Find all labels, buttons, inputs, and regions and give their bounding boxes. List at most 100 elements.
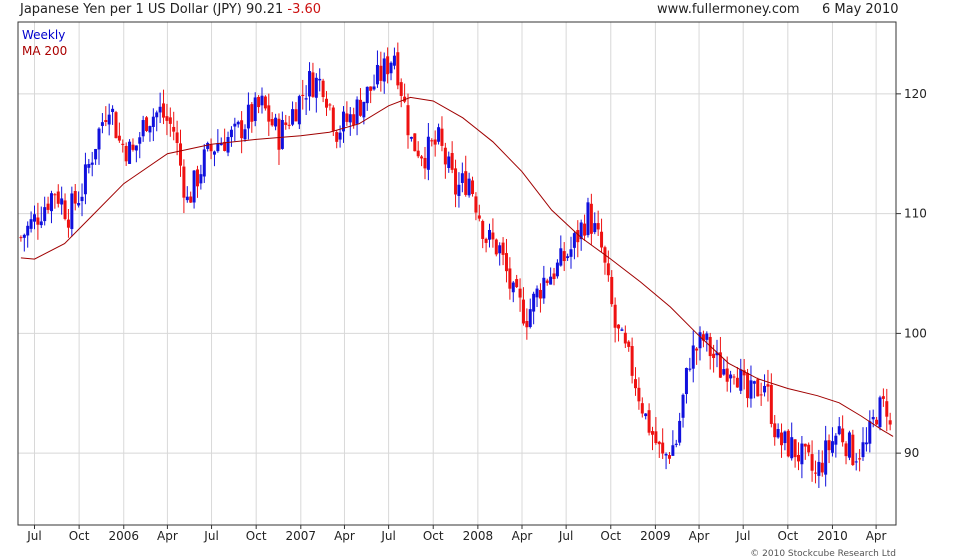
candle-body bbox=[189, 196, 193, 203]
candle-body bbox=[491, 232, 495, 240]
candle-body bbox=[528, 309, 532, 328]
candle-body bbox=[494, 239, 498, 255]
candle-body bbox=[474, 196, 478, 213]
candle-body bbox=[362, 101, 366, 118]
candle-body bbox=[413, 133, 417, 152]
candle-body bbox=[195, 169, 199, 187]
candle-body bbox=[338, 132, 342, 140]
candle-body bbox=[545, 280, 549, 283]
x-tick-label: 2010 bbox=[817, 529, 848, 543]
candle-body bbox=[752, 381, 756, 384]
candle-body bbox=[90, 162, 94, 165]
ma200-line bbox=[20, 96, 894, 437]
candle-body bbox=[542, 277, 546, 299]
candle-body bbox=[712, 353, 716, 359]
candle-body bbox=[409, 136, 413, 139]
candle-body bbox=[742, 370, 746, 376]
candle-body bbox=[369, 86, 373, 91]
candle-body bbox=[311, 72, 315, 97]
candle-body bbox=[854, 461, 858, 463]
candle-body bbox=[844, 443, 848, 457]
candle-body bbox=[202, 149, 206, 177]
candle-body bbox=[793, 439, 797, 458]
x-tick-label: Oct bbox=[600, 529, 621, 543]
candle-body bbox=[695, 348, 699, 351]
candle-body bbox=[600, 231, 604, 248]
candle-body bbox=[297, 96, 301, 125]
candle-body bbox=[589, 203, 593, 234]
candle-body bbox=[111, 108, 115, 112]
candle-body bbox=[617, 324, 621, 329]
x-tick-label: Oct bbox=[246, 529, 267, 543]
candle-body bbox=[423, 157, 427, 169]
candle-body bbox=[875, 419, 879, 425]
candle-body bbox=[871, 416, 875, 420]
candle-body bbox=[671, 445, 675, 456]
candle-body bbox=[735, 377, 739, 388]
candle-body bbox=[365, 86, 369, 104]
candle-body bbox=[325, 98, 329, 108]
candle-body bbox=[780, 432, 784, 446]
candle-body bbox=[566, 256, 570, 259]
candle-body bbox=[579, 222, 583, 240]
candle-body bbox=[820, 462, 824, 473]
candle-body bbox=[729, 374, 733, 379]
candle-body bbox=[634, 379, 638, 389]
candle-body bbox=[345, 113, 349, 122]
candle-body bbox=[776, 429, 780, 438]
candle-body bbox=[158, 106, 162, 113]
candle-body bbox=[406, 105, 410, 136]
candle-body bbox=[216, 143, 220, 152]
candle-body bbox=[847, 432, 851, 458]
candle-body bbox=[192, 170, 196, 203]
candle-body bbox=[447, 156, 451, 168]
candle-body bbox=[426, 136, 430, 170]
source-link[interactable]: www.fullermoney.com bbox=[657, 2, 800, 17]
x-tick-label: 2007 bbox=[286, 529, 317, 543]
last-value: 90.21 bbox=[246, 2, 284, 17]
candle-body bbox=[763, 385, 767, 393]
candle-body bbox=[80, 196, 84, 202]
candle-body bbox=[650, 431, 654, 435]
candle-body bbox=[236, 121, 240, 125]
candle-body bbox=[124, 145, 128, 162]
candle-body bbox=[301, 94, 305, 96]
candle-body bbox=[141, 120, 145, 137]
candle-body bbox=[864, 442, 868, 445]
candle-body bbox=[185, 196, 189, 201]
candle-body bbox=[732, 376, 736, 378]
candle-body bbox=[705, 333, 709, 340]
candle-body bbox=[467, 178, 471, 196]
candle-body bbox=[521, 299, 525, 324]
legend-ma200: MA 200 bbox=[22, 44, 67, 58]
candle-body bbox=[199, 174, 203, 184]
candle-body bbox=[396, 52, 400, 86]
candle-body bbox=[212, 151, 216, 155]
candle-body bbox=[206, 142, 210, 149]
candle-body bbox=[715, 352, 719, 356]
candle-body bbox=[148, 126, 152, 133]
candle-body bbox=[810, 454, 814, 471]
candle-body bbox=[746, 372, 750, 399]
x-tick-label: Jul bbox=[26, 529, 41, 543]
candle-body bbox=[834, 435, 838, 445]
candle-body bbox=[549, 276, 553, 285]
candle-body bbox=[341, 111, 345, 132]
candle-body bbox=[559, 248, 563, 266]
candle-body bbox=[162, 103, 166, 118]
candle-body bbox=[457, 184, 461, 196]
candle-body bbox=[858, 458, 862, 460]
x-tick-label: Apr bbox=[512, 529, 533, 543]
candle-body bbox=[433, 139, 437, 145]
candle-body bbox=[606, 263, 610, 276]
candle-body bbox=[684, 367, 688, 395]
candle-body bbox=[97, 128, 101, 150]
candle-body bbox=[555, 262, 559, 277]
candle-body bbox=[175, 132, 179, 144]
candle-body bbox=[39, 221, 43, 226]
candle-body bbox=[681, 394, 685, 418]
candle-body bbox=[562, 251, 566, 262]
candle-body bbox=[226, 137, 230, 153]
x-tick-label: Oct bbox=[777, 529, 798, 543]
